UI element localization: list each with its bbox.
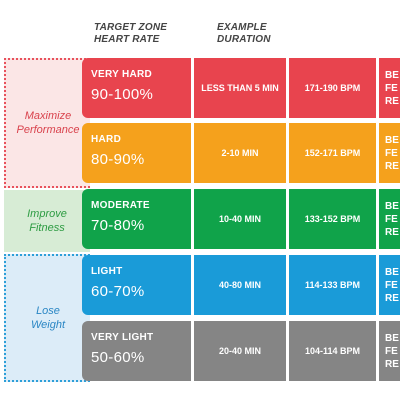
zone-duration: 40-80 MIN <box>218 280 262 290</box>
zone-benefit-line: FE <box>385 83 398 94</box>
zone-row-moderate: MODERATE 70-80% 10-40 MIN 133-152 BPM BE… <box>82 189 400 249</box>
duration-header-line1: EXAMPLE <box>217 22 267 33</box>
zone-row-very-light: VERY LIGHT 50-60% 20-40 MIN 104-114 BPM … <box>82 321 400 381</box>
zone-percent: 70-80% <box>91 217 145 234</box>
zone-benefit-line: BE <box>385 70 399 81</box>
zone-benefit-line: RE <box>385 161 399 172</box>
zone-name: VERY HARD <box>91 69 153 80</box>
target-zone-header-line1: TARGET ZONE <box>94 22 168 33</box>
group-label-maximize-performance: Maximize Performance <box>6 109 90 137</box>
zone-benefit: BE FE RE <box>385 134 399 173</box>
group-label-improve-fitness: Improve Fitness <box>4 207 90 235</box>
zone-name: LIGHT <box>91 266 123 277</box>
zone-benefit-line: RE <box>385 293 399 304</box>
zone-duration: 20-40 MIN <box>218 346 262 356</box>
zone-benefit: BE FE RE <box>385 332 399 371</box>
zone-benefit: BE FE RE <box>385 200 399 239</box>
zone-benefit-line: RE <box>385 96 399 107</box>
group-label-lose-weight: Lose Weight <box>6 304 90 332</box>
zone-benefit-line: FE <box>385 214 398 225</box>
zone-bpm: 152-171 BPM <box>304 148 361 158</box>
zone-duration: LESS THAN 5 MIN <box>201 83 279 93</box>
zone-bpm: 171-190 BPM <box>304 83 361 93</box>
zone-benefit: BE FE RE <box>385 69 399 108</box>
zone-benefit-line: BE <box>385 333 399 344</box>
zone-name: MODERATE <box>91 200 150 211</box>
group-label-line1: Maximize <box>24 110 72 122</box>
group-lose-weight: Lose Weight <box>4 254 90 382</box>
group-label-line2: Fitness <box>29 222 65 234</box>
group-maximize-performance: Maximize Performance <box>4 58 90 188</box>
group-label-line2: Weight <box>30 319 66 331</box>
zone-benefit-line: FE <box>385 280 398 291</box>
zone-benefit-line: BE <box>385 267 399 278</box>
duration-header: EXAMPLE DURATION <box>217 22 271 46</box>
group-label-line1: Improve <box>27 208 67 220</box>
zone-row-very-hard: VERY HARD 90-100% LESS THAN 5 MIN 171-19… <box>82 58 400 118</box>
target-zone-header: TARGET ZONE HEART RATE <box>94 22 167 46</box>
zone-benefit-line: BE <box>385 135 399 146</box>
zone-percent: 60-70% <box>91 283 145 300</box>
group-improve-fitness: Improve Fitness <box>4 190 90 252</box>
zone-duration: 10-40 MIN <box>218 214 262 224</box>
zone-benefit-line: BE <box>385 201 399 212</box>
zone-name: HARD <box>91 134 122 145</box>
zone-name: VERY LIGHT <box>91 332 154 343</box>
zone-duration: 2-10 MIN <box>221 148 259 158</box>
zone-percent: 50-60% <box>91 349 145 366</box>
zone-benefit-line: RE <box>385 359 399 370</box>
zone-benefit-line: FE <box>385 346 398 357</box>
zone-row-light: LIGHT 60-70% 40-80 MIN 114-133 BPM BE FE… <box>82 255 400 315</box>
group-label-line2: Performance <box>16 124 80 136</box>
zone-row-hard: HARD 80-90% 2-10 MIN 152-171 BPM BE FE R… <box>82 123 400 183</box>
zone-benefit-line: RE <box>385 227 399 238</box>
zone-bpm: 114-133 BPM <box>304 280 361 290</box>
duration-header-line2: DURATION <box>217 34 271 45</box>
zone-bpm: 104-114 BPM <box>304 346 361 356</box>
target-zone-header-line2: HEART RATE <box>94 34 160 45</box>
zone-benefit: BE FE RE <box>385 266 399 305</box>
zone-bpm: 133-152 BPM <box>304 214 361 224</box>
zone-benefit-line: FE <box>385 148 398 159</box>
zone-percent: 80-90% <box>91 151 145 168</box>
zone-percent: 90-100% <box>91 86 154 103</box>
group-label-line1: Lose <box>36 305 60 317</box>
